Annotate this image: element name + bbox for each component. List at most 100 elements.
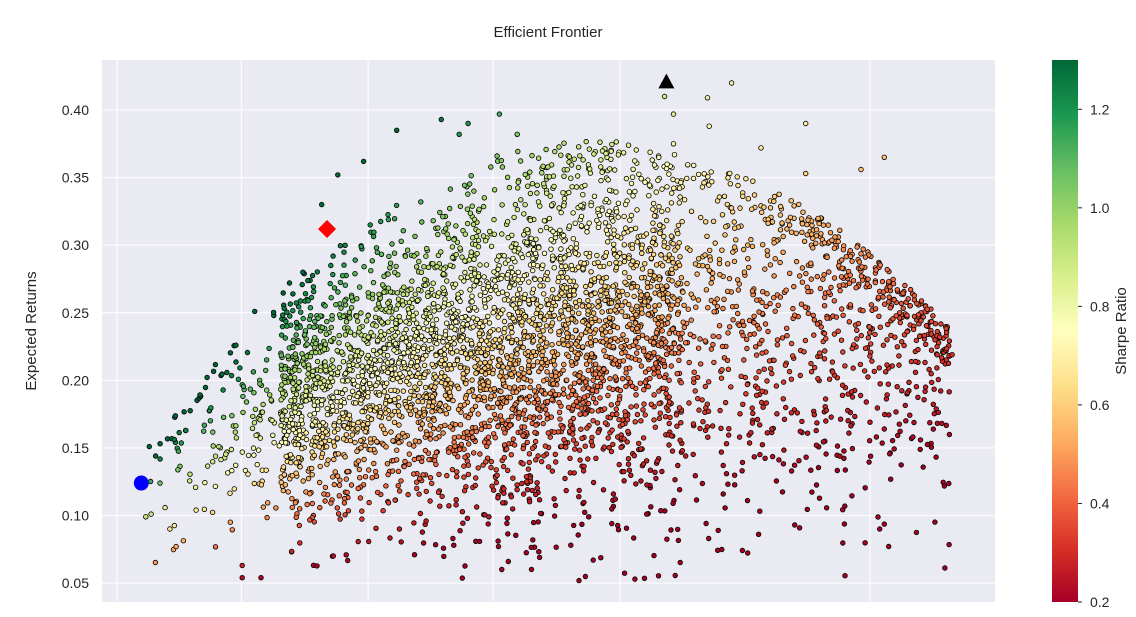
- portfolio-point: [287, 301, 293, 307]
- portfolio-point: [799, 265, 806, 271]
- portfolio-point: [710, 333, 716, 339]
- portfolio-point: [585, 385, 592, 391]
- portfolio-point: [280, 464, 287, 470]
- portfolio-point: [756, 309, 762, 315]
- portfolio-point: [838, 337, 845, 343]
- portfolio-point: [642, 261, 648, 267]
- portfolio-point: [501, 297, 508, 303]
- portfolio-point: [515, 179, 521, 185]
- portfolio-point: [677, 336, 684, 342]
- portfolio-point: [532, 276, 538, 283]
- portfolio-point: [845, 418, 851, 424]
- portfolio-point: [723, 471, 730, 477]
- portfolio-point: [861, 368, 868, 374]
- portfolio-point: [482, 237, 489, 244]
- portfolio-point: [245, 471, 251, 477]
- portfolio-point: [695, 171, 702, 178]
- portfolio-point: [239, 575, 245, 581]
- portfolio-point: [429, 286, 435, 293]
- portfolio-point: [312, 318, 318, 325]
- portfolio-point: [582, 411, 588, 417]
- portfolio-point: [374, 489, 381, 496]
- portfolio-point: [846, 280, 853, 286]
- portfolio-point: [580, 266, 586, 272]
- portfolio-point: [692, 388, 698, 394]
- portfolio-point: [788, 197, 794, 204]
- portfolio-point: [388, 387, 394, 394]
- portfolio-point: [522, 291, 528, 298]
- portfolio-point: [928, 318, 935, 325]
- portfolio-point: [421, 412, 427, 418]
- portfolio-point: [462, 395, 469, 401]
- portfolio-point: [327, 280, 333, 287]
- portfolio-point: [525, 183, 531, 189]
- portfolio-point: [444, 472, 450, 479]
- portfolio-point: [601, 444, 607, 450]
- portfolio-point: [579, 303, 585, 309]
- portfolio-point: [530, 338, 537, 344]
- portfolio-point: [453, 223, 459, 229]
- portfolio-point: [838, 274, 845, 280]
- portfolio-point: [302, 392, 309, 399]
- portfolio-point: [537, 283, 543, 289]
- portfolio-point: [621, 478, 627, 484]
- portfolio-point: [360, 158, 367, 165]
- portfolio-point: [895, 432, 901, 439]
- portfolio-point: [401, 284, 407, 290]
- portfolio-point: [608, 308, 614, 314]
- portfolio-point: [454, 357, 461, 364]
- portfolio-point: [910, 326, 917, 333]
- portfolio-point: [837, 416, 844, 422]
- portfolio-point: [551, 496, 557, 502]
- portfolio-point: [823, 336, 829, 342]
- portfolio-point: [348, 294, 355, 300]
- portfolio-point: [598, 555, 604, 561]
- portfolio-point: [433, 316, 440, 323]
- portfolio-point: [286, 280, 293, 286]
- portfolio-point: [264, 514, 270, 521]
- portfolio-point: [319, 201, 325, 208]
- portfolio-point: [537, 321, 543, 328]
- portfolio-point: [769, 370, 775, 377]
- portfolio-point: [322, 484, 329, 491]
- portfolio-point: [408, 411, 414, 417]
- portfolio-point: [598, 164, 604, 170]
- portfolio-point: [865, 374, 871, 380]
- portfolio-point: [570, 235, 576, 242]
- portfolio-point: [533, 422, 539, 428]
- portfolio-point: [669, 255, 675, 262]
- portfolio-point: [605, 177, 611, 183]
- portfolio-point: [385, 271, 391, 277]
- portfolio-point: [805, 217, 811, 223]
- portfolio-point: [440, 213, 446, 220]
- portfolio-point: [712, 240, 718, 246]
- portfolio-point: [475, 397, 481, 403]
- portfolio-point: [454, 474, 460, 480]
- portfolio-point: [336, 419, 342, 425]
- portfolio-point: [207, 418, 214, 424]
- portfolio-point: [650, 206, 656, 212]
- portfolio-point: [447, 262, 453, 268]
- portfolio-point: [847, 247, 853, 254]
- portfolio-point: [615, 214, 621, 220]
- portfolio-point: [932, 519, 938, 525]
- portfolio-point: [228, 446, 235, 453]
- portfolio-point: [896, 362, 902, 368]
- portfolio-point: [283, 440, 289, 446]
- portfolio-point: [777, 259, 783, 266]
- portfolio-point: [469, 340, 475, 347]
- portfolio-point: [485, 313, 491, 320]
- portfolio-point: [451, 341, 457, 347]
- portfolio-point: [631, 535, 637, 541]
- portfolio-point: [580, 157, 586, 163]
- portfolio-point: [568, 542, 574, 548]
- portfolio-point: [250, 445, 257, 451]
- portfolio-point: [587, 328, 593, 334]
- portfolio-point: [491, 231, 497, 237]
- y-tick-label: 0.20: [62, 372, 89, 388]
- portfolio-point: [622, 299, 628, 305]
- portfolio-point: [263, 357, 270, 363]
- portfolio-point: [423, 253, 429, 259]
- portfolio-point: [881, 521, 887, 527]
- portfolio-point: [642, 379, 648, 385]
